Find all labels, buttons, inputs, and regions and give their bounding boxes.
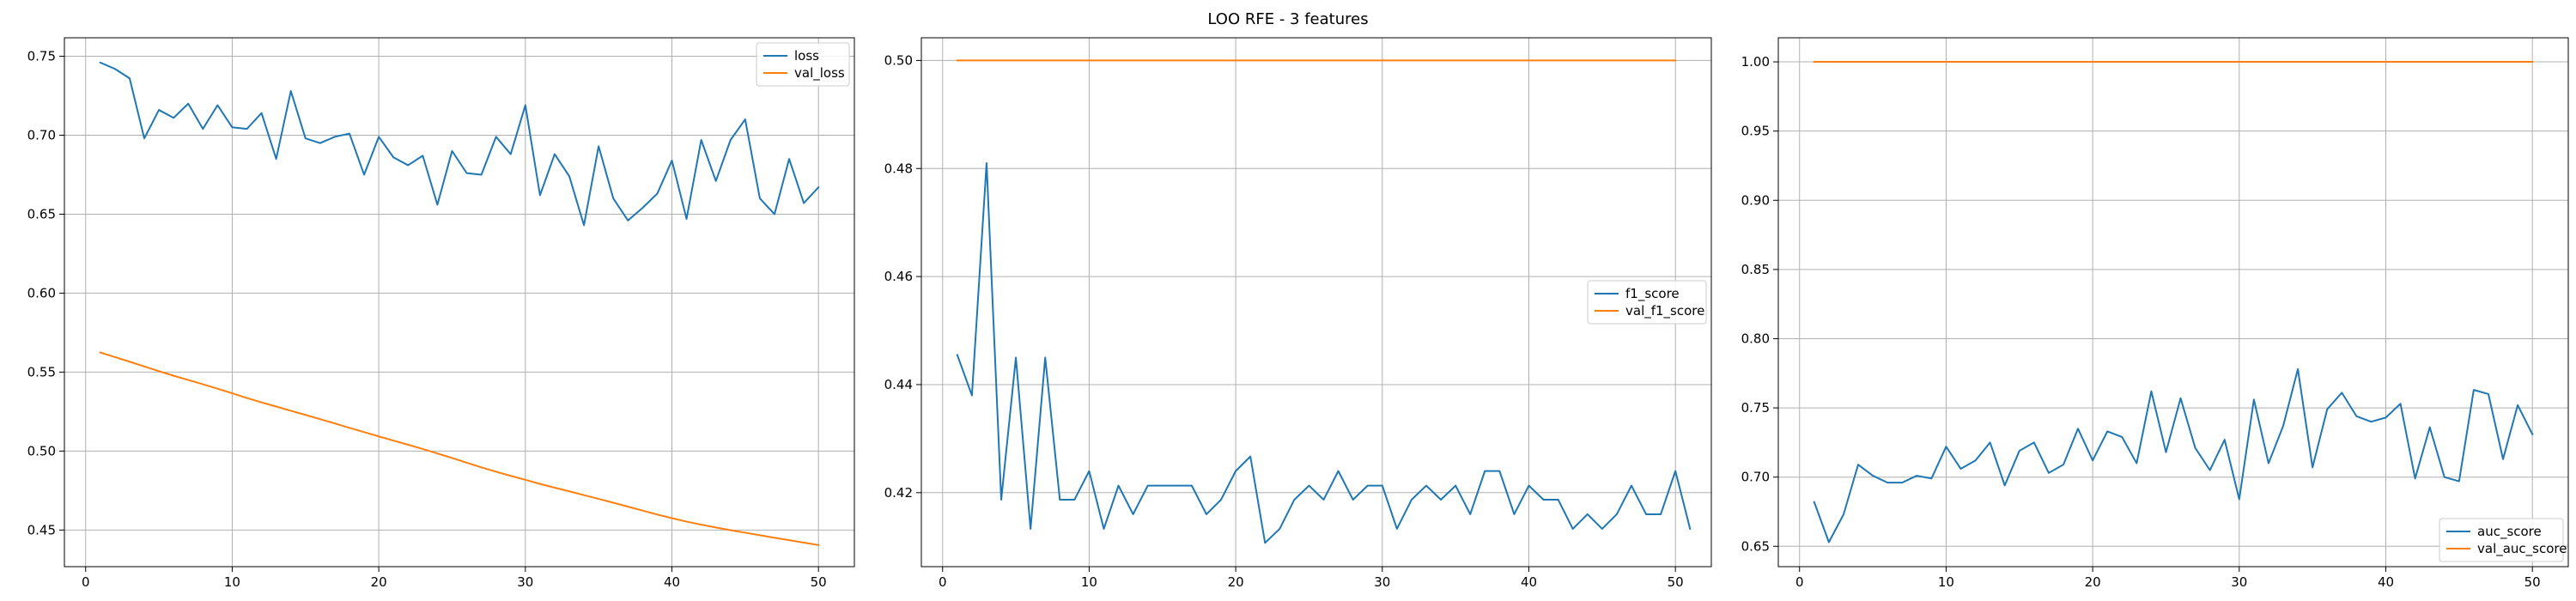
legend-label-val_f1_score: val_f1_score [1625, 303, 1704, 319]
x-tick-label: 30 [2231, 574, 2247, 590]
y-tick-label: 0.45 [27, 522, 56, 537]
x-tick-label: 30 [1374, 574, 1390, 590]
legend-label-f1_score: f1_score [1625, 286, 1680, 302]
axes-frame [920, 37, 1712, 568]
x-tick-label: 40 [1521, 574, 1537, 590]
y-tick-label: 0.85 [1741, 262, 1770, 277]
y-tick-label: 0.65 [1741, 538, 1770, 554]
x-tick-label: 40 [664, 574, 680, 590]
y-tick-label: 0.75 [1741, 400, 1770, 416]
legend-box [1587, 280, 1707, 325]
grid [64, 38, 854, 567]
subplot-1: 0 10 20 30 40 50 0.45 0.50 0.55 0.60 0.65 0.70 0.75 l… [27, 37, 855, 590]
axes-frame [1777, 37, 2569, 568]
subplot-2: 0 10 20 30 40 50 0.42 0.44 0.46 0.48 0.50 f1_scorev… [884, 37, 1712, 590]
x-tick-label: 0 [939, 574, 947, 590]
series-line-f1_score [956, 161, 1692, 544]
subplot-3: 0 10 20 30 40 50 0.65 0.70 0.75 0.80 0.85 0.90 0.95 1… [1741, 37, 2569, 590]
y-tick-label: 0.42 [884, 485, 913, 501]
x-tick-label: 0 [82, 574, 90, 590]
y-tick-label: 0.90 [1741, 192, 1770, 208]
y-tick-label: 0.55 [27, 364, 56, 379]
axes-frame [64, 37, 855, 568]
series-line-val_loss [99, 351, 820, 546]
x-tick-label: 10 [1081, 574, 1097, 590]
y-tick-label: 0.65 [27, 206, 56, 222]
legend-label-val_auc_score: val_auc_score [2477, 541, 2567, 557]
x-tick-label: 10 [1938, 574, 1954, 590]
legend-label-loss: loss [794, 48, 819, 64]
x-tick-label: 10 [224, 574, 240, 590]
legend-box [756, 42, 850, 87]
x-tick-label: 20 [371, 574, 387, 590]
x-tick-label: 20 [2085, 574, 2101, 590]
y-tick-label: 0.95 [1741, 124, 1770, 139]
grid [1778, 38, 2568, 567]
y-tick-label: 0.60 [27, 285, 56, 300]
y-tick-label: 0.50 [27, 443, 56, 458]
y-tick-label: 1.00 [1741, 54, 1770, 70]
legend-box [2439, 518, 2564, 562]
y-tick-label: 0.70 [27, 127, 56, 143]
x-tick-label: 0 [1795, 574, 1804, 590]
x-tick-label: 50 [2524, 574, 2541, 590]
y-tick-label: 0.70 [1741, 470, 1770, 485]
legend-label-auc_score: auc_score [2477, 524, 2542, 540]
y-tick-label: 0.80 [1741, 331, 1770, 346]
y-tick-label: 0.44 [884, 377, 913, 392]
figure-title: LOO RFE - 3 features [1207, 10, 1368, 28]
y-tick-label: 0.46 [884, 269, 913, 284]
y-tick-label: 0.75 [27, 49, 56, 64]
x-tick-label: 30 [517, 574, 533, 590]
x-tick-label: 50 [811, 574, 827, 590]
x-tick-label: 50 [1668, 574, 1684, 590]
legend-label-val_loss: val_loss [794, 65, 845, 82]
series-line-loss [99, 61, 820, 227]
y-tick-label: 0.50 [884, 52, 913, 68]
y-tick-label: 0.48 [884, 161, 913, 176]
x-tick-label: 20 [1228, 574, 1244, 590]
x-tick-label: 40 [2378, 574, 2394, 590]
series-line-auc_score [1813, 367, 2534, 543]
subplots: 0 10 20 30 40 50 0.45 0.50 0.55 0.60 0.65 0.70 0.75 l… [27, 37, 2569, 590]
